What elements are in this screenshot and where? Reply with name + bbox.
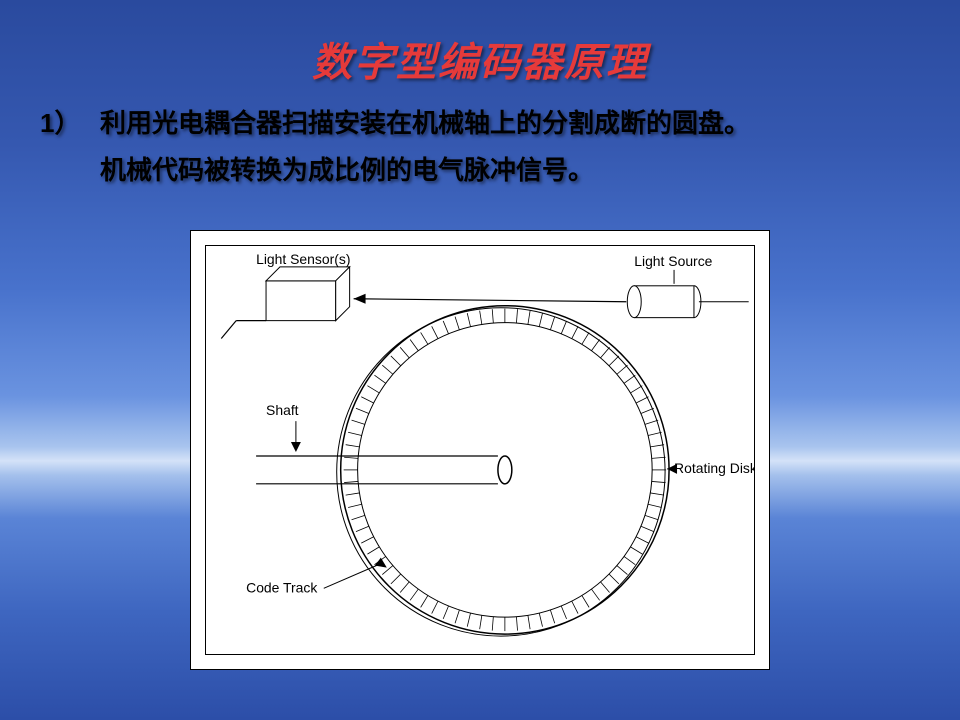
slide-title: 数字型编码器原理 — [0, 30, 960, 88]
body-line-2: 机械代码被转换为成比例的电气脉冲信号。 — [100, 155, 594, 185]
svg-text:Light Source: Light Source — [634, 253, 712, 269]
slide: 数字型编码器原理 1） 利用光电耦合器扫描安装在机械轴上的分割成断的圆盘。 机械… — [0, 0, 960, 720]
svg-text:Shaft: Shaft — [266, 402, 299, 418]
diagram-inner: Shaft Light Sensor(s) Light Source Rotating… — [205, 245, 755, 655]
svg-text:Code Track: Code Track — [246, 579, 317, 595]
body-line-1: 利用光电耦合器扫描安装在机械轴上的分割成断的圆盘。 — [100, 108, 750, 138]
svg-text:Rotating Disk: Rotating Disk — [674, 460, 754, 476]
body-text: 1） 利用光电耦合器扫描安装在机械轴上的分割成断的圆盘。 机械代码被转换为成比例… — [40, 100, 920, 194]
encoder-diagram: Shaft Light Sensor(s) Light Source Rotating… — [206, 246, 754, 654]
svg-text:Light Sensor(s): Light Sensor(s) — [256, 251, 350, 267]
list-number: 1） — [40, 100, 100, 147]
diagram-frame: Shaft Light Sensor(s) Light Source Rotating… — [190, 230, 770, 670]
